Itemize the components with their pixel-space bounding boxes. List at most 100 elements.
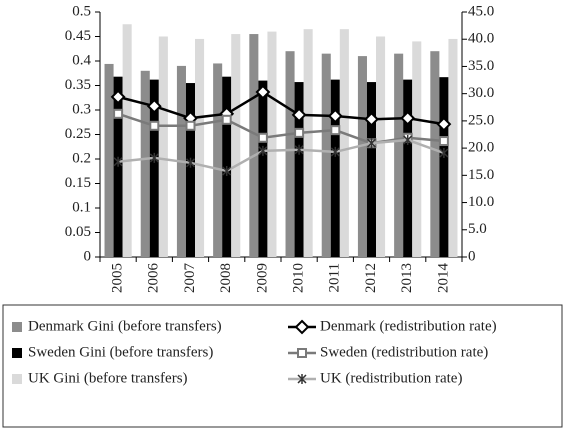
line-marker — [110, 89, 126, 105]
y2-tick-label: 0 — [468, 248, 476, 264]
legend-swatch — [12, 322, 22, 332]
line-marker — [403, 134, 413, 145]
bar — [249, 34, 259, 257]
legend-swatch — [12, 348, 22, 358]
line-marker — [364, 111, 379, 127]
legend-marker — [297, 348, 307, 358]
line-marker — [438, 136, 449, 147]
y-tick-label: 0.25 — [65, 126, 91, 142]
x-tick-label: 2010 — [291, 263, 307, 293]
legend-box — [2, 304, 563, 428]
y2-tick-label: 25.0 — [468, 112, 494, 128]
bar — [394, 53, 404, 258]
bar — [195, 38, 205, 258]
y2-tick-label: 10.0 — [468, 194, 494, 210]
y-tick-label: 0.45 — [65, 28, 91, 44]
bar — [140, 70, 150, 257]
y2-tick-label: 30.0 — [468, 85, 494, 101]
line-marker — [222, 165, 232, 176]
line-marker — [330, 146, 340, 157]
line-marker — [146, 98, 162, 114]
legend-marker — [297, 374, 307, 384]
line-marker — [294, 127, 305, 138]
line-marker — [291, 107, 307, 123]
line-marker — [113, 108, 124, 119]
bar — [267, 31, 277, 257]
bar — [258, 80, 268, 257]
y-tick-label: 0.15 — [65, 175, 91, 191]
y-tick-label: 0.4 — [72, 52, 91, 68]
bar — [185, 83, 196, 257]
y2-tick-label: 15.0 — [468, 167, 494, 183]
x-tick-label: 2013 — [399, 263, 415, 293]
line-marker — [257, 132, 268, 143]
bar — [412, 41, 422, 258]
legend-label: UK (redistribution rate) — [320, 370, 462, 386]
legend-label: UK Gini (before transfers) — [28, 370, 188, 386]
line-marker — [185, 157, 196, 168]
bar — [376, 36, 386, 257]
bar — [357, 56, 367, 257]
bar — [104, 63, 114, 257]
bar — [330, 79, 340, 258]
line-marker — [366, 138, 377, 149]
x-tick-label: 2009 — [254, 263, 270, 293]
bar — [403, 79, 413, 258]
y2-tick-label: 5.0 — [468, 221, 487, 237]
y-tick-label: 0.1 — [72, 199, 91, 215]
y-tick-label: 0.3 — [72, 101, 91, 117]
bar — [339, 29, 349, 258]
line-marker — [255, 84, 271, 100]
line-marker — [330, 125, 341, 136]
legend-label: Sweden (redistribution rate) — [320, 344, 488, 360]
line-marker — [113, 156, 123, 167]
bar — [448, 38, 458, 258]
y2-tick-label: 20.0 — [468, 140, 494, 156]
y-tick-label: 0.35 — [65, 77, 91, 93]
legend-swatch — [12, 374, 22, 384]
line-marker — [400, 110, 416, 126]
bar — [321, 53, 331, 258]
bar — [149, 79, 159, 258]
x-tick-label: 2007 — [182, 263, 198, 294]
legend-label: Denmark (redistribution rate) — [320, 318, 497, 334]
line-marker — [436, 116, 452, 132]
line-marker — [439, 148, 449, 159]
line-marker — [258, 145, 268, 156]
y2-tick-label: 35.0 — [468, 58, 494, 74]
bar — [366, 82, 377, 257]
y-tick-label: 0.2 — [72, 150, 91, 166]
line — [117, 138, 445, 173]
line-marker — [221, 114, 232, 125]
x-tick-label: 2008 — [218, 263, 234, 293]
y-tick-label: 0.05 — [65, 224, 91, 240]
bar — [294, 82, 304, 257]
line-marker — [185, 120, 196, 131]
legend-marker — [294, 319, 310, 335]
line — [117, 90, 445, 126]
y2-tick-label: 45.0 — [468, 3, 494, 19]
bar — [122, 24, 132, 257]
line-marker — [149, 152, 159, 163]
bar — [430, 51, 440, 258]
bar — [113, 76, 123, 258]
legend-label: Sweden Gini (before transfers) — [28, 344, 213, 360]
y-tick-label: 0 — [84, 248, 92, 264]
line-marker — [327, 108, 343, 124]
x-tick-label: 2005 — [110, 263, 126, 293]
x-tick-label: 2011 — [327, 263, 343, 292]
bar — [303, 29, 313, 258]
x-tick-label: 2014 — [435, 263, 451, 294]
y-tick-label: 0.5 — [72, 3, 91, 19]
bar — [213, 63, 223, 258]
bar — [439, 77, 449, 257]
y2-tick-label: 40.0 — [468, 31, 494, 47]
line-marker — [294, 144, 304, 155]
bar — [231, 34, 241, 257]
x-tick-label: 2012 — [363, 263, 379, 293]
x-tick-label: 2006 — [146, 263, 162, 294]
bar — [285, 51, 295, 258]
line-marker — [149, 120, 160, 131]
legend-label: Denmark Gini (before transfers) — [28, 318, 222, 334]
